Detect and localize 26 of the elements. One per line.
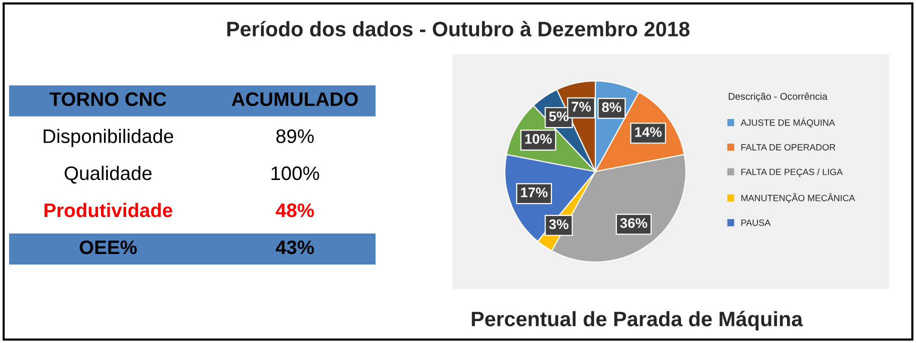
data-label: 7% — [572, 102, 591, 112]
legend-label: PAUSA — [741, 220, 771, 226]
text: Qualidade — [64, 166, 152, 184]
data-label: 3% — [549, 219, 568, 230]
text: Produtividade — [44, 202, 172, 218]
text: 43% — [276, 240, 314, 254]
text: Percentual de Parada de Máquina — [472, 310, 803, 331]
text: Disponibilidade — [44, 128, 174, 147]
text: 100% — [272, 166, 320, 180]
legend-label: MANUTENÇÃO MECÂNICA — [741, 193, 856, 204]
data-label: 10% — [525, 134, 552, 144]
legend-label: AJUSTE DE MÁQUINA — [740, 118, 835, 128]
text: ACUMULADO — [232, 92, 358, 106]
text: OEE% — [80, 240, 137, 254]
text: 48% — [276, 203, 314, 218]
legend-title: Descrição - Ocorrência — [728, 92, 828, 102]
data-label: 5% — [549, 112, 568, 122]
text: 89% — [276, 129, 314, 144]
data-label: 17% — [521, 188, 548, 198]
data-label: 8% — [602, 102, 622, 112]
data-label: 14% — [635, 127, 662, 137]
legend-label: FALTA DE PEÇAS / LIGA — [741, 168, 843, 177]
data-label: 36% — [620, 218, 648, 228]
text: Período dos dados - Outubro à Dezembro 2018 — [227, 20, 690, 36]
text: TORNO CNC — [50, 92, 166, 106]
legend-label: FALTA DE OPERADOR — [741, 144, 836, 150]
